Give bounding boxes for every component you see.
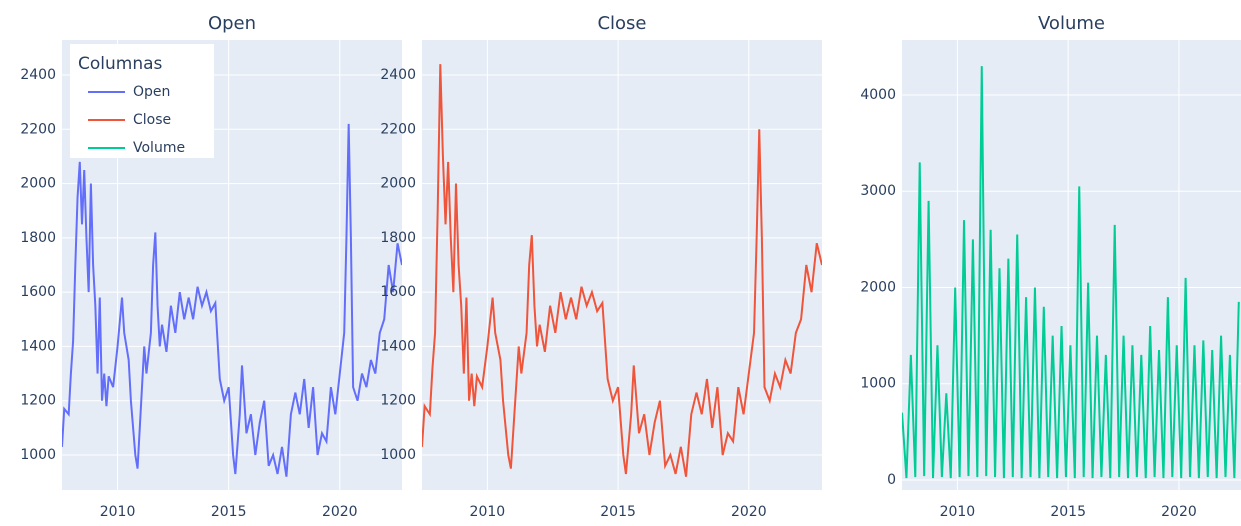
y-tick-label: 1400 [380, 338, 416, 354]
x-tick-label: 2015 [600, 504, 636, 520]
y-tick-label: 2400 [380, 67, 416, 83]
y-tick-label: 2200 [380, 121, 416, 137]
y-tick-label: 2000 [380, 176, 416, 192]
y-tick-label: 2200 [20, 121, 56, 137]
y-tick-label: 0 [887, 472, 896, 488]
legend-title: Columnas [78, 54, 163, 74]
y-tick-label: 1200 [380, 393, 416, 409]
x-tick-label: 2020 [322, 504, 358, 520]
line-series [902, 66, 1240, 479]
y-tick-label: 2000 [860, 279, 896, 295]
y-tick-label: 1200 [20, 393, 56, 409]
x-tick-label: 2010 [100, 504, 136, 520]
legend-label: Open [133, 84, 170, 100]
legend-label: Close [133, 112, 171, 128]
x-tick-label: 2015 [211, 504, 247, 520]
y-tick-label: 1800 [380, 230, 416, 246]
y-tick-label: 2400 [20, 67, 56, 83]
y-tick-label: 1600 [380, 284, 416, 300]
y-tick-label: 2000 [20, 176, 56, 192]
y-tick-label: 1000 [20, 447, 56, 463]
x-tick-label: 2010 [940, 504, 976, 520]
x-tick-label: 2015 [1050, 504, 1086, 520]
legend-label: Volume [133, 140, 185, 156]
subplot-title: Close [597, 13, 646, 34]
y-tick-label: 1000 [860, 376, 896, 392]
line-series [422, 64, 822, 477]
y-tick-label: 4000 [860, 87, 896, 103]
y-tick-label: 1000 [380, 447, 416, 463]
x-tick-label: 2010 [470, 504, 506, 520]
x-tick-label: 2020 [731, 504, 767, 520]
y-tick-label: 1600 [20, 284, 56, 300]
y-tick-label: 1400 [20, 338, 56, 354]
legend-box [70, 44, 214, 158]
y-tick-label: 1800 [20, 230, 56, 246]
y-tick-label: 3000 [860, 183, 896, 199]
subplot-title: Open [208, 13, 256, 34]
x-tick-label: 2020 [1161, 504, 1197, 520]
line-series [62, 123, 402, 477]
subplot-title: Volume [1038, 13, 1105, 34]
